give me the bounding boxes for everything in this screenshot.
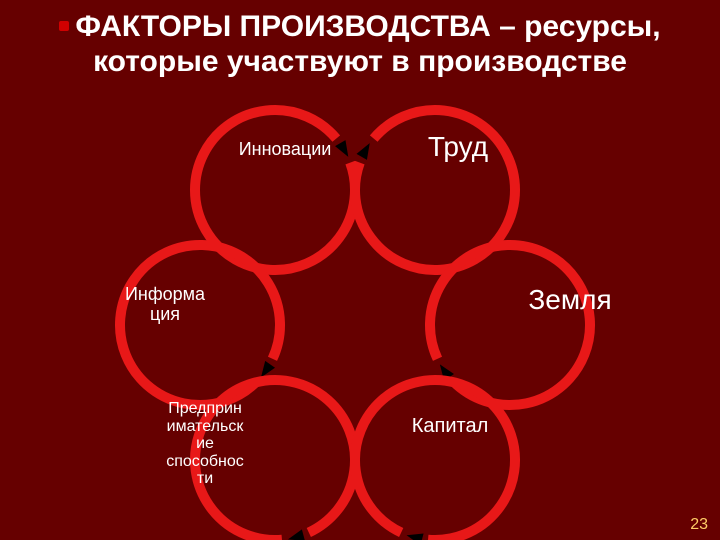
arrowhead-informatsiya xyxy=(261,361,275,378)
label-zemlya: Земля xyxy=(500,285,640,316)
arrowhead-trud xyxy=(357,143,370,160)
label-trud: Труд xyxy=(398,132,518,163)
arrowhead-predprinim xyxy=(288,529,305,540)
arrowhead-kapital xyxy=(407,534,424,540)
slide: ФАКТОРЫ ПРОИЗВОДСТВА – ресурсы, которые … xyxy=(0,0,720,540)
label-kapital: Капитал xyxy=(390,415,510,437)
page-number: 23 xyxy=(690,516,708,534)
label-predprinim: Предпринимательскиеспособности xyxy=(145,400,265,488)
label-innovations: Инновации xyxy=(225,140,345,160)
label-informatsiya: Информация xyxy=(105,285,225,325)
ring-kapital xyxy=(355,380,515,540)
diagram-rings xyxy=(0,0,720,540)
